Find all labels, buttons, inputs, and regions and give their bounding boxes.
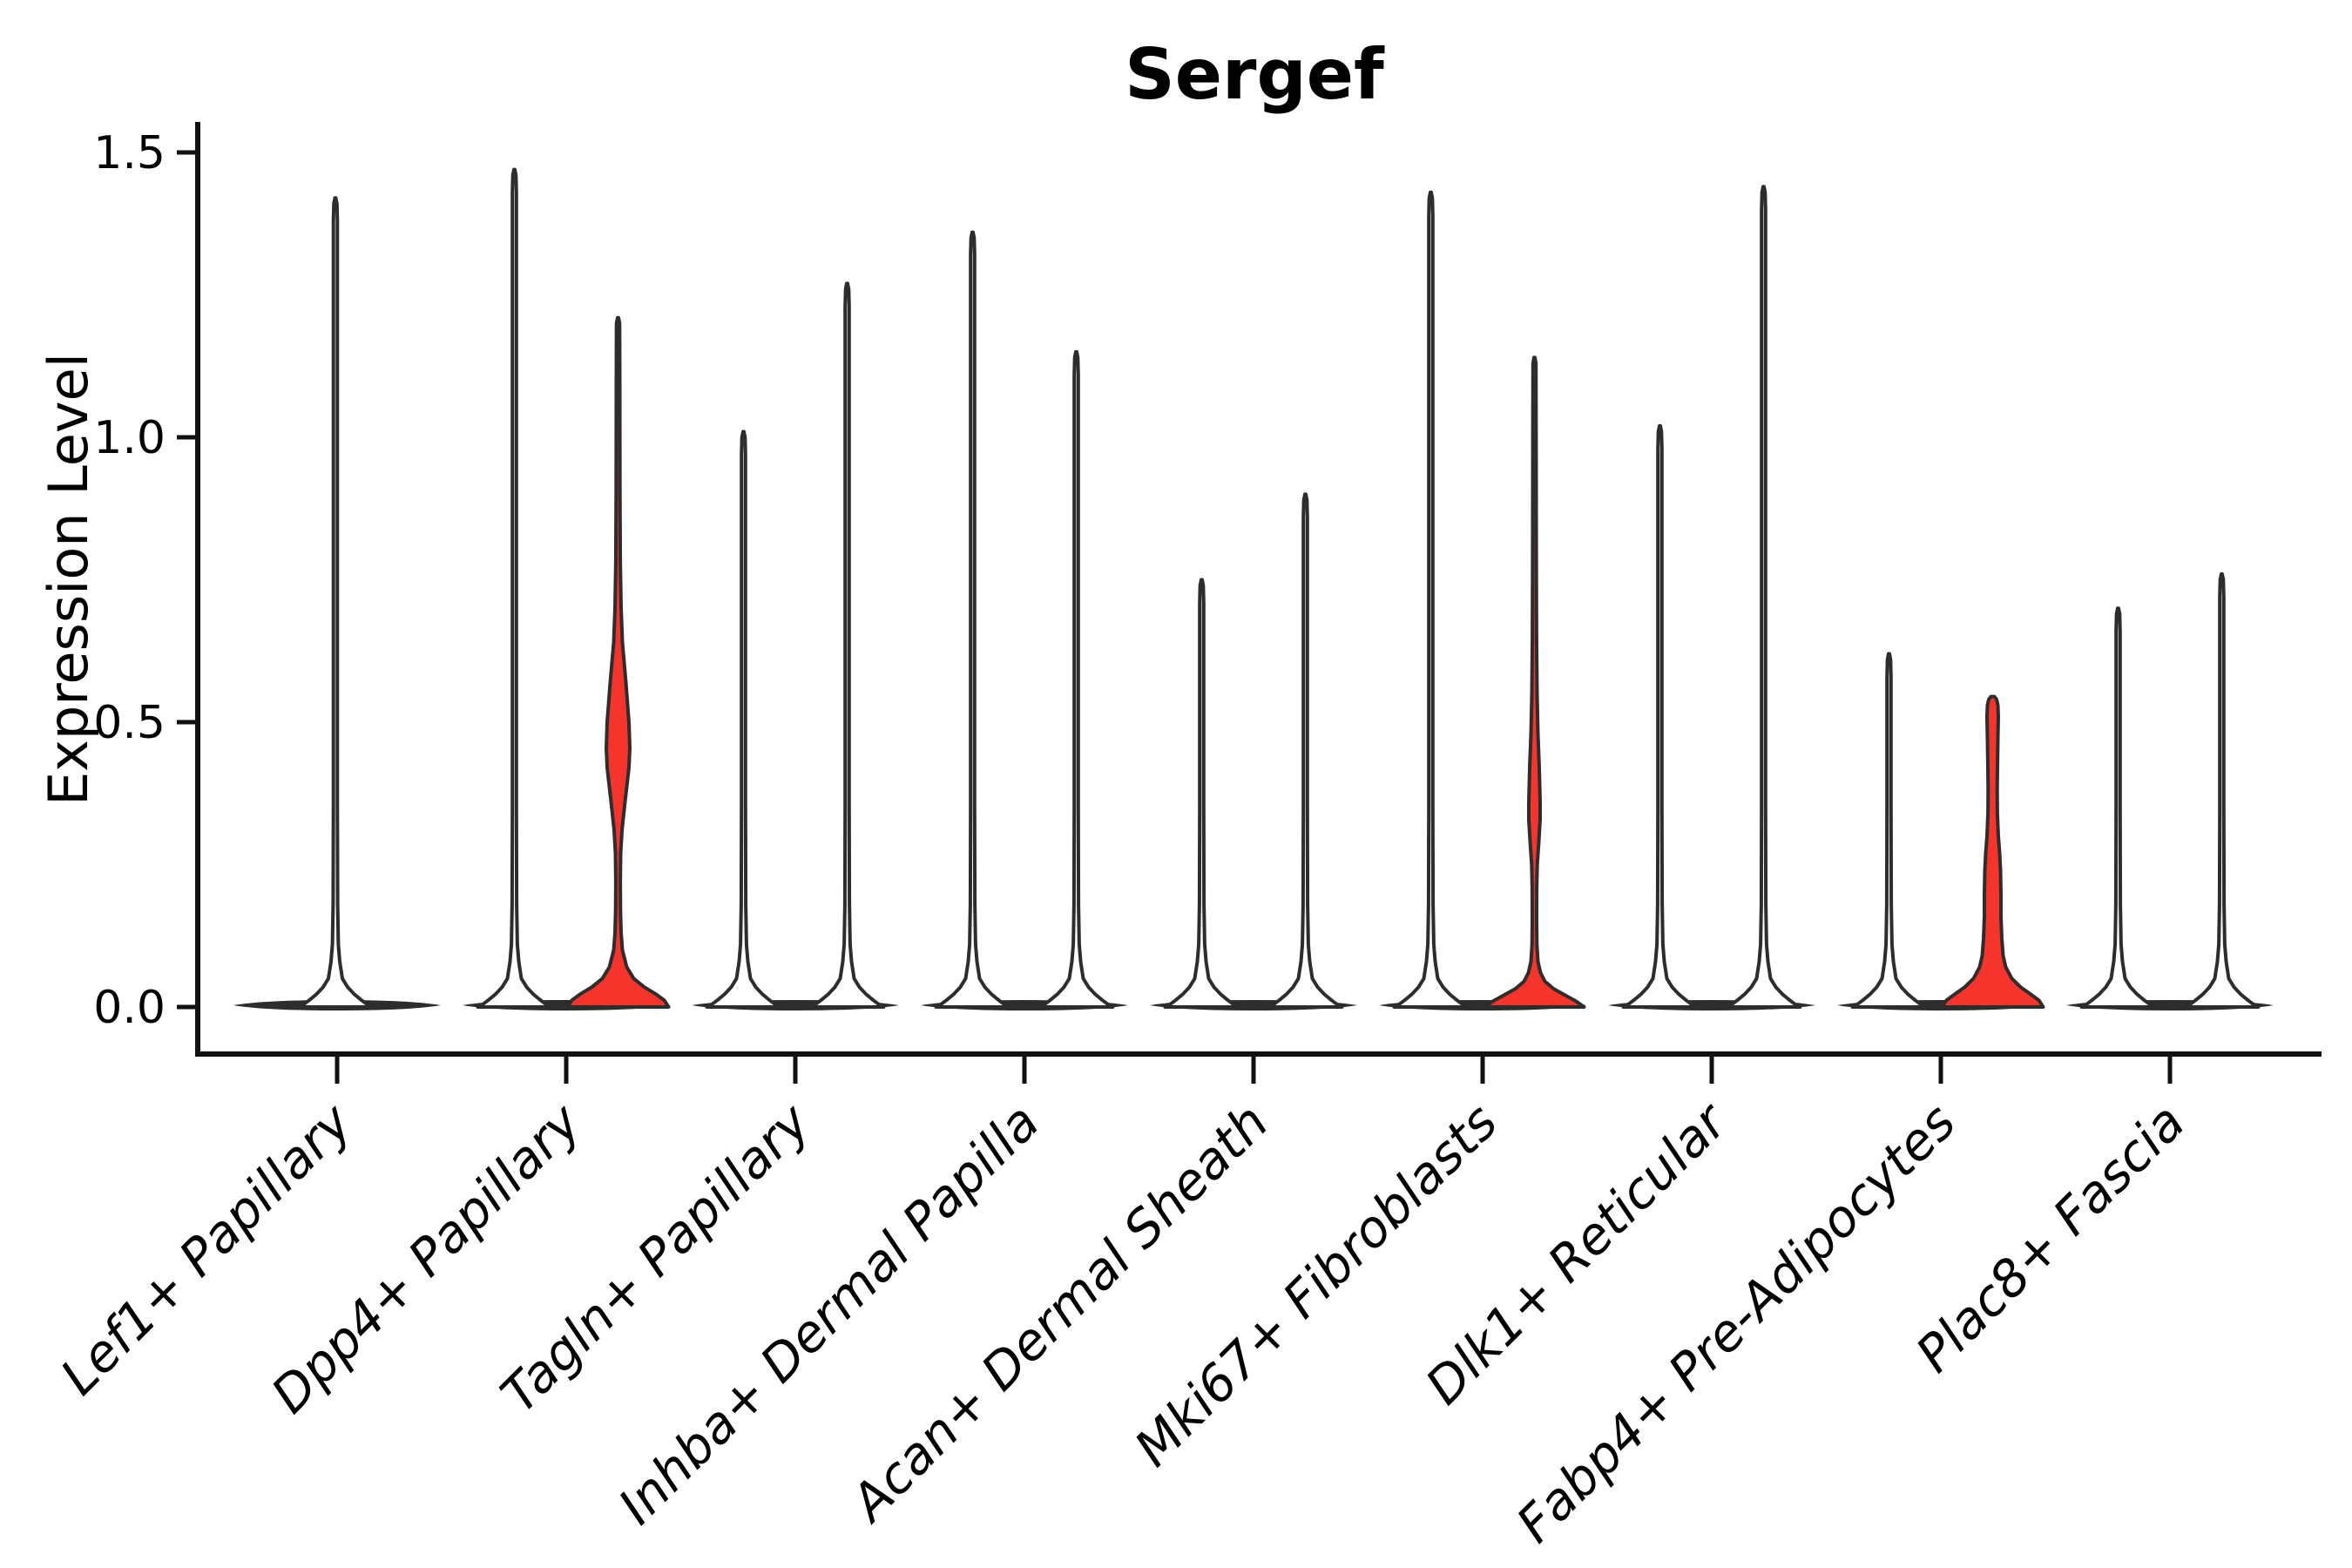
x-axis-ticks	[335, 1054, 2173, 1084]
y-tick-label: 1.0	[93, 412, 166, 464]
violin-dlk1-reticular-2	[1725, 185, 1802, 1009]
violin-fabp4-pre-adipocytes-2	[1940, 694, 2045, 1009]
violin-inhba-dermal-papilla-1	[934, 230, 1011, 1009]
violins-layer	[233, 167, 2274, 1010]
violin-dpp4-papillary-1	[476, 167, 553, 1009]
violin-lef1-papillary-1	[297, 196, 374, 1009]
y-tick-label: 1.5	[93, 127, 166, 179]
axes-spines	[195, 122, 2322, 1057]
y-tick-label: 0.5	[93, 697, 166, 749]
violin-dpp4-papillary-2	[565, 315, 671, 1009]
violin-plac8-fascia-1	[2079, 606, 2157, 1009]
violin-acan-dermal-sheath-1	[1163, 578, 1240, 1009]
violin-fabp4-pre-adipocytes-1	[1850, 652, 1928, 1009]
x-tick-label: Inhba+ Dermal Papilla	[607, 1092, 1051, 1536]
x-tick-label: Fabp4+ Pre-Adipocytes	[1505, 1092, 1967, 1554]
y-tick-label: 0.0	[93, 982, 166, 1034]
violin-tagln-papillary-1	[705, 429, 782, 1009]
y-axis-label: Expression Level	[37, 353, 100, 806]
chart-title: Sergef	[1125, 34, 1385, 115]
y-axis-ticks: 0.0 0.5 1.0 1.5	[93, 127, 198, 1034]
violin-plac8-fascia-2	[2183, 572, 2261, 1009]
x-tick-label: Acan+ Dermal Sheath	[837, 1092, 1280, 1535]
violin-inhba-dermal-papilla-2	[1037, 349, 1115, 1009]
violin-mki67-fibroblasts-1	[1392, 190, 1470, 1009]
x-axis-labels: Lef1+ Papillary Dpp4+ Papillary Tagln+ P…	[49, 1091, 2195, 1554]
violin-dlk1-reticular-1	[1621, 423, 1699, 1009]
violin-acan-dermal-sheath-2	[1267, 492, 1344, 1009]
violin-mki67-fibroblasts-2	[1483, 355, 1586, 1009]
violin-tagln-papillary-2	[808, 281, 886, 1009]
